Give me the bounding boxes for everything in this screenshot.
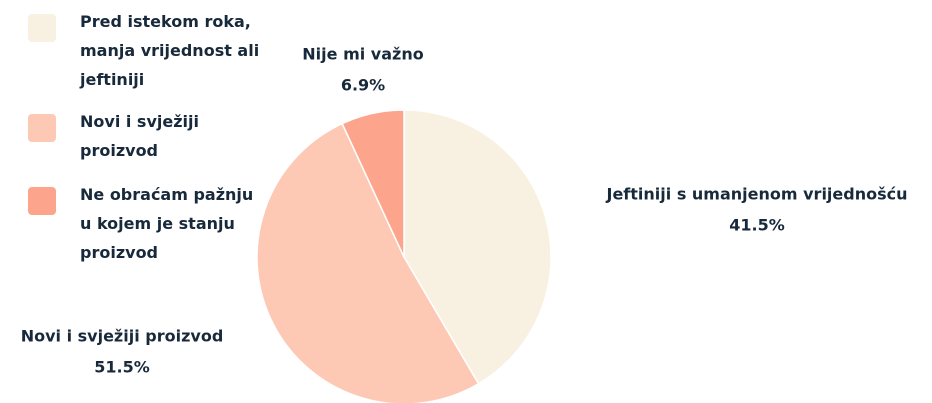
legend-item: Ne obraćam pažnju u kojem je stanju proi… [28,185,265,267]
legend-label: Pred istekom roka, manja vrijednost ali … [80,12,260,89]
pie-slice [403,109,552,385]
pie-slice [341,109,405,258]
legend-label: Novi i svježiji proizvod [80,112,199,160]
legend-item: Pred istekom roka, manja vrijednost ali … [28,12,265,94]
slice-value: 41.5% [729,216,785,235]
legend-swatch [28,14,56,42]
slice-value: 6.9% [341,76,385,95]
slice-value: 51.5% [94,358,150,377]
legend-swatch [28,114,56,142]
pie-slice [256,122,480,403]
slice-label: Novi i svježiji proizvod [21,327,224,346]
legend-swatch [28,187,56,215]
legend-label: Ne obraćam pažnju u kojem je stanju proi… [80,185,254,262]
slice-label: Nije mi važno [302,45,423,64]
legend-item: Novi i svježiji proizvod [28,112,265,165]
slice-label: Jeftiniji s umanjenom vrijednošću [606,185,908,204]
